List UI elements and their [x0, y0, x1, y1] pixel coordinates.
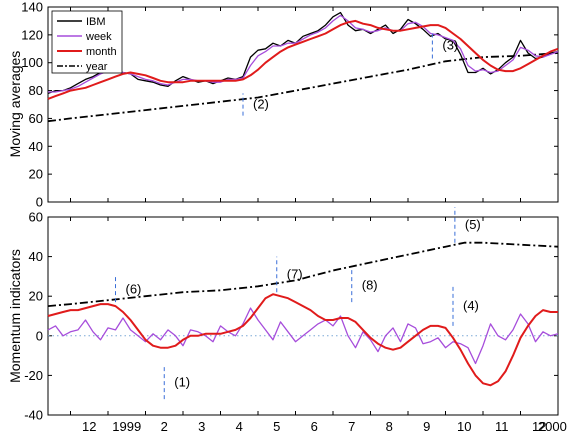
legend-label-week: week [85, 31, 112, 43]
bottom-ylabel: Momentum indicators [7, 249, 23, 383]
top-series-group [47, 11, 559, 123]
bottom-year-line [47, 241, 559, 307]
annotation-label: (6) [126, 281, 142, 296]
legend-label-month: month [86, 46, 117, 58]
top-ytick-label: 80 [29, 83, 43, 98]
annotation-label: (1) [174, 374, 190, 389]
top-ytick-label: 0 [36, 195, 43, 210]
legend-label-year: year [86, 61, 108, 73]
moving-averages-panel: 0 20 40 60 80 100 120 140 Moving averages [7, 0, 559, 210]
bottom-ytick-label: 40 [29, 249, 43, 264]
top-ylabel: Moving averages [7, 51, 23, 158]
annotation-label: (7) [287, 266, 303, 281]
xtick-label: 11 [495, 419, 509, 434]
bottom-ytick-label: 0 [36, 328, 43, 343]
top-ytick-label: 40 [29, 139, 43, 154]
annotation-label: (3) [442, 37, 458, 52]
top-ytick-label: 20 [29, 167, 43, 182]
xtick-label: 12 [82, 419, 96, 434]
annotation-label: (4) [463, 298, 479, 313]
top-ytick-label: 140 [21, 0, 43, 15]
annotation-label: (8) [362, 277, 378, 292]
top-ticks: 0 20 40 60 80 100 120 140 [21, 0, 559, 210]
xtick-label: 8 [386, 419, 393, 434]
momentum-panel: -40 -20 0 20 40 60 Momentum indicators [7, 210, 559, 423]
xtick-label: 2000 [538, 419, 567, 434]
xtick-label: 9 [423, 419, 430, 434]
bottom-month-line [47, 293, 558, 387]
top-ytick-label: 60 [29, 111, 43, 126]
xtick-label: 5 [273, 419, 280, 434]
legend: IBM week month year [51, 10, 123, 74]
top-plot-frame [47, 6, 559, 203]
xtick-label: 7 [348, 419, 355, 434]
top-year-line [47, 52, 559, 123]
top-month-line [47, 19, 559, 100]
xtick-label: 10 [457, 419, 471, 434]
legend-label-ibm: IBM [86, 16, 106, 28]
xtick-label: 2 [161, 419, 168, 434]
xtick-label: 6 [311, 419, 318, 434]
top-week-line [48, 14, 559, 93]
bottom-week-line [47, 307, 559, 365]
bottom-plot-frame [47, 216, 559, 416]
top-ibm-line [47, 11, 559, 95]
top-ytick-label: 100 [21, 55, 43, 70]
bottom-ticks: -40 -20 0 20 40 60 [24, 210, 559, 423]
annotation-label: (5) [465, 217, 481, 232]
bottom-ytick-label: -40 [24, 408, 43, 423]
xtick-label: 4 [236, 419, 243, 434]
bottom-ytick-label: -20 [24, 368, 43, 383]
annotation-label: (2) [253, 97, 269, 112]
xtick-label: 1999 [112, 419, 141, 434]
bottom-ytick-label: 60 [29, 210, 43, 225]
xtick-label: 12 [532, 419, 546, 434]
top-ytick-label: 120 [21, 27, 43, 42]
xtick-label: 3 [198, 419, 205, 434]
annotations: (1) (2) (3) (4) (5) (6) (7) (8) [115, 32, 481, 400]
bottom-ytick-label: 20 [29, 289, 43, 304]
bottom-series-group [47, 241, 559, 387]
